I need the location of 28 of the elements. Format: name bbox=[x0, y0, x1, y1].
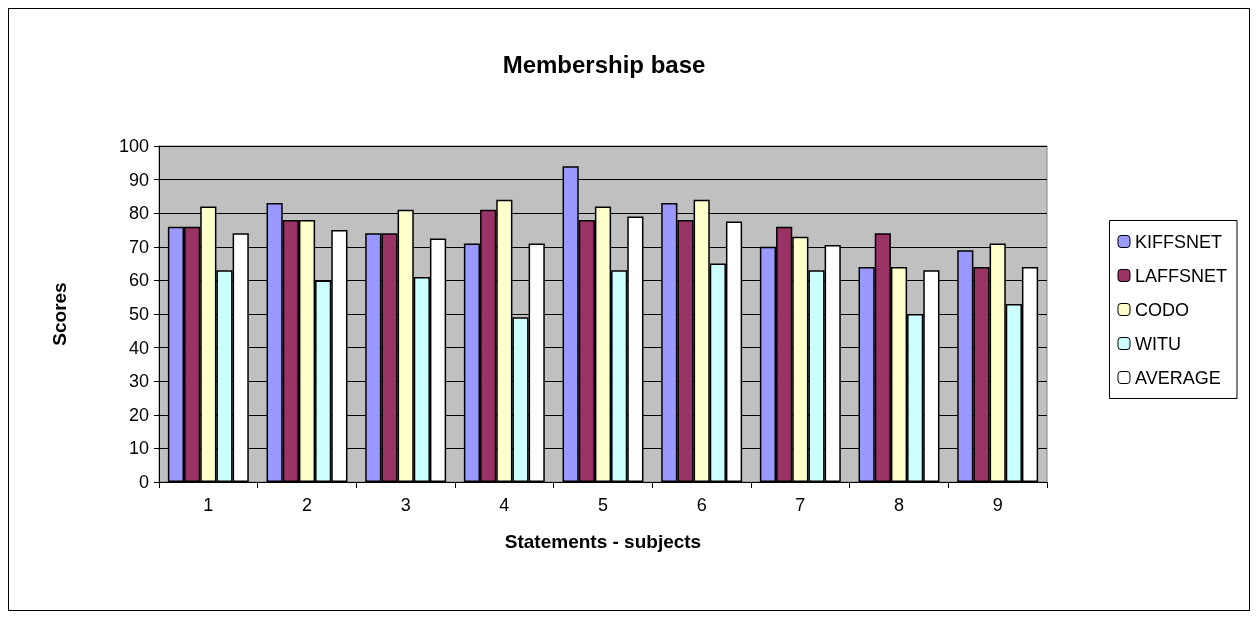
x-axis-title: Statements - subjects bbox=[504, 531, 702, 552]
y-tick-label: 0 bbox=[138, 472, 149, 492]
y-tick-label: 20 bbox=[128, 404, 149, 425]
y-tick-label: 80 bbox=[128, 203, 149, 224]
y-tick-label: 90 bbox=[128, 169, 149, 190]
y-tick-label: 50 bbox=[128, 304, 149, 324]
y-tick-label: 70 bbox=[128, 236, 149, 257]
y-tick-label: 100 bbox=[118, 136, 149, 156]
legend-label: CODO bbox=[1134, 299, 1189, 320]
x-tick-label: 2 bbox=[301, 495, 313, 515]
chart-title: Membership base bbox=[502, 50, 706, 78]
legend-label: KIFFSNET bbox=[1134, 231, 1222, 252]
x-tick-label: 9 bbox=[992, 495, 1003, 515]
y-axis-title: Scores bbox=[49, 282, 70, 346]
x-tick-label: 4 bbox=[499, 495, 510, 515]
legend-label: AVERAGE bbox=[1134, 367, 1221, 388]
x-tick-label: 5 bbox=[597, 495, 609, 515]
x-tick-label: 6 bbox=[696, 495, 707, 515]
y-tick-label: 40 bbox=[128, 337, 149, 358]
x-tick-label: 7 bbox=[795, 495, 806, 515]
legend-label: WITU bbox=[1134, 333, 1181, 354]
x-tick-label: 8 bbox=[893, 495, 905, 515]
x-tick-label: 3 bbox=[400, 495, 411, 515]
y-tick-label: 10 bbox=[128, 438, 149, 459]
y-tick-label: 30 bbox=[128, 371, 149, 392]
y-tick-label: 60 bbox=[128, 270, 149, 291]
legend-label: LAFFSNET bbox=[1134, 265, 1227, 286]
x-tick-label: 1 bbox=[203, 495, 214, 515]
